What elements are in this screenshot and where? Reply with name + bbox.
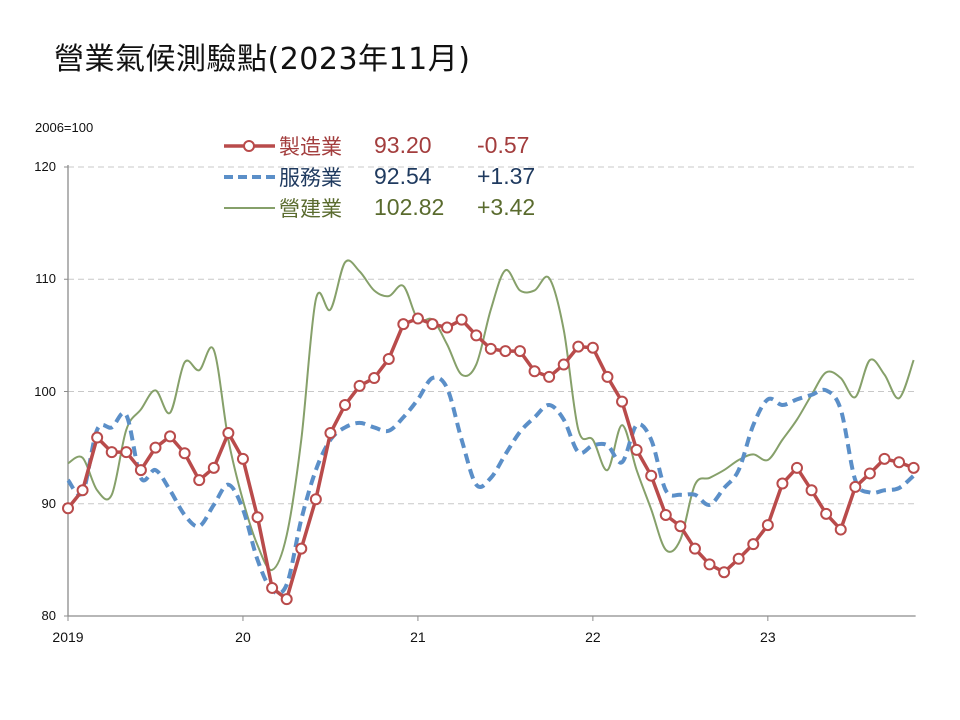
data-point-marker bbox=[630, 443, 643, 456]
data-point-marker bbox=[164, 430, 177, 443]
legend-value: 93.20 bbox=[374, 132, 432, 158]
data-point-marker bbox=[820, 507, 833, 520]
data-point-marker bbox=[893, 456, 906, 469]
legend-change: +3.42 bbox=[477, 194, 536, 220]
data-point-marker bbox=[776, 477, 789, 490]
legend-item-services: 服務業 92.54 +1.37 bbox=[222, 161, 535, 192]
data-point-marker bbox=[426, 318, 439, 331]
data-point-marker bbox=[470, 329, 483, 342]
data-point-marker bbox=[411, 312, 424, 325]
data-point-marker bbox=[907, 461, 920, 474]
data-point-marker bbox=[149, 441, 162, 454]
data-point-marker bbox=[674, 520, 687, 533]
x-tick-label: 21 bbox=[410, 629, 426, 645]
thin-line-icon bbox=[224, 206, 275, 209]
data-point-marker bbox=[601, 370, 614, 383]
data-point-marker bbox=[193, 474, 206, 487]
legend-item-construction: 營建業 102.82 +3.42 bbox=[222, 192, 535, 223]
data-point-marker bbox=[747, 538, 760, 551]
data-point-marker bbox=[791, 461, 803, 474]
data-point-marker bbox=[557, 358, 570, 371]
data-point-marker bbox=[718, 566, 731, 579]
x-tick-label: 23 bbox=[760, 629, 776, 645]
data-point-marker bbox=[834, 523, 847, 536]
data-point-marker bbox=[105, 446, 118, 459]
data-point-marker bbox=[441, 321, 454, 334]
data-point-marker bbox=[688, 542, 701, 555]
data-point-marker bbox=[543, 370, 556, 383]
data-point-marker bbox=[499, 345, 512, 358]
data-point-marker bbox=[222, 427, 235, 440]
data-point-marker bbox=[76, 484, 89, 497]
x-tick-label: 20 bbox=[235, 629, 251, 645]
y-axis-unit-label: 2006=100 bbox=[35, 120, 94, 135]
data-point-marker bbox=[645, 469, 658, 482]
legend-value: 102.82 bbox=[374, 194, 445, 220]
data-point-marker bbox=[484, 342, 497, 355]
legend-name: 營建業 bbox=[279, 196, 342, 221]
y-tick-label: 80 bbox=[41, 608, 56, 623]
data-point-marker bbox=[382, 352, 395, 365]
data-point-marker bbox=[878, 452, 891, 465]
data-point-marker bbox=[703, 558, 716, 571]
y-tick-label: 120 bbox=[34, 159, 56, 174]
data-point-marker bbox=[761, 519, 774, 532]
legend-name: 製造業 bbox=[279, 134, 342, 159]
legend-change: +1.37 bbox=[477, 163, 536, 189]
data-point-marker bbox=[455, 313, 468, 326]
data-point-marker bbox=[280, 593, 293, 606]
x-tick-label: 2019 bbox=[52, 629, 84, 645]
data-point-marker bbox=[732, 552, 745, 565]
data-point-marker bbox=[368, 372, 381, 385]
data-point-marker bbox=[120, 446, 133, 459]
data-point-marker bbox=[134, 464, 147, 477]
series-services-line bbox=[66, 375, 915, 596]
data-point-marker bbox=[236, 452, 249, 465]
data-point-marker bbox=[616, 395, 629, 408]
data-point-marker bbox=[266, 581, 279, 594]
legend-value: 92.54 bbox=[374, 163, 432, 189]
solid-line-marker-icon bbox=[224, 139, 275, 152]
data-point-marker bbox=[324, 427, 337, 440]
data-point-marker bbox=[62, 502, 74, 515]
legend-item-manufacturing: 製造業 93.20 -0.57 bbox=[222, 130, 535, 161]
data-point-marker bbox=[849, 480, 862, 493]
data-point-marker bbox=[207, 461, 220, 474]
data-point-marker bbox=[528, 365, 541, 378]
series-construction-line bbox=[67, 259, 915, 571]
data-point-marker bbox=[309, 493, 322, 506]
data-point-marker bbox=[513, 345, 526, 358]
y-tick-label: 90 bbox=[41, 495, 56, 511]
data-point-marker bbox=[397, 318, 410, 331]
legend: 製造業 93.20 -0.57 服務業 92.54 +1.37 營建業 102.… bbox=[222, 130, 535, 223]
data-point-marker bbox=[586, 341, 599, 354]
data-point-marker bbox=[659, 508, 672, 521]
data-point-marker bbox=[251, 511, 264, 524]
legend-change: -0.57 bbox=[477, 132, 530, 158]
data-point-marker bbox=[353, 379, 366, 392]
y-tick-label: 100 bbox=[34, 383, 56, 399]
dashed-line-icon bbox=[224, 174, 275, 179]
x-tick-label: 22 bbox=[585, 629, 601, 645]
legend-name: 服務業 bbox=[279, 165, 342, 190]
data-point-marker bbox=[805, 484, 818, 497]
data-point-marker bbox=[91, 431, 104, 444]
data-point-marker bbox=[339, 398, 352, 411]
data-point-marker bbox=[863, 467, 876, 480]
data-point-marker bbox=[295, 542, 308, 555]
chart-title: 營業氣候測驗點(2023年11月) bbox=[54, 42, 471, 77]
series-manufacturing-line bbox=[66, 316, 915, 601]
data-point-marker bbox=[572, 340, 585, 353]
y-tick-label: 110 bbox=[35, 271, 56, 287]
data-point-marker bbox=[178, 447, 191, 460]
